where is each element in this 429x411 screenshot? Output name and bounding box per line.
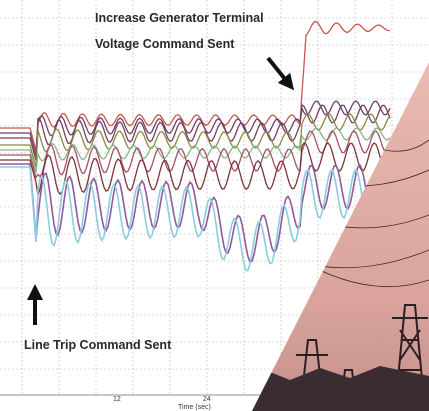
tick-label: 24	[203, 396, 211, 403]
waveforms	[0, 20, 391, 272]
waveform	[0, 166, 391, 272]
annotation: Line Trip Command Sent	[24, 338, 172, 352]
waveform	[0, 100, 391, 156]
tick-label: 12	[113, 396, 121, 403]
waveform	[0, 127, 391, 173]
annotation: Increase Generator Terminal	[95, 11, 264, 25]
waveform	[0, 20, 390, 151]
axis-label: Time (sec)	[178, 404, 211, 411]
annotation: Voltage Command Sent	[95, 37, 235, 51]
waveform	[0, 163, 391, 263]
waveform	[0, 142, 391, 196]
waveform	[0, 103, 391, 161]
waveform	[0, 113, 391, 168]
arrow	[266, 56, 295, 91]
